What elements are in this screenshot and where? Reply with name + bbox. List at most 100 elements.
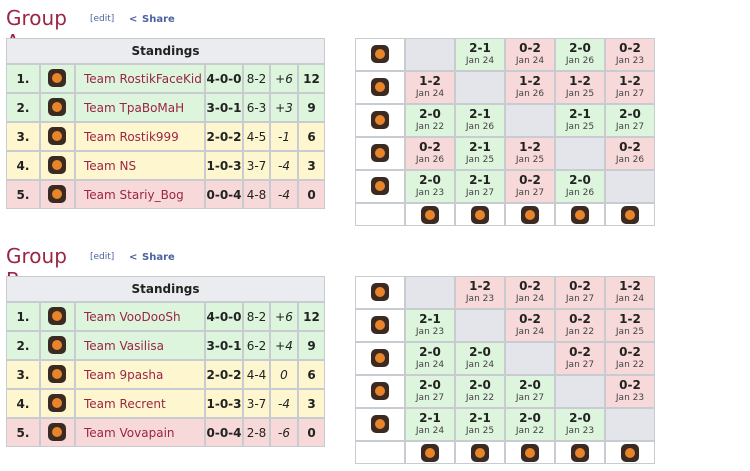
matrix-row-logo-cell <box>355 276 405 309</box>
team-logo <box>371 78 389 96</box>
team-logo <box>48 185 66 203</box>
matrix-cell <box>555 309 605 342</box>
match-score: 2-1 <box>419 312 441 326</box>
standings-diff: +6 <box>270 64 298 93</box>
matrix-cell <box>555 170 605 203</box>
match-score: 2-0 <box>419 107 441 121</box>
match-date: Jan 25 <box>615 327 645 337</box>
match-date: Jan 24 <box>465 360 495 370</box>
standings-team: Team 9pasha <box>75 360 205 389</box>
match-date: Jan 24 <box>515 327 545 337</box>
match-score: 0-2 <box>569 312 591 326</box>
standings-rank: 4. <box>6 389 40 418</box>
match-score: 2-0 <box>569 41 591 55</box>
standings-diff: -4 <box>270 389 298 418</box>
matrix-cell <box>505 71 555 104</box>
matrix-cell <box>605 104 655 137</box>
standings-diff: -4 <box>270 151 298 180</box>
match-date: Jan 23 <box>415 327 445 337</box>
standings-rank: 3. <box>6 122 40 151</box>
match-score: 2-0 <box>469 345 491 359</box>
matrix-diagonal <box>505 104 555 137</box>
matrix-cell <box>605 375 655 408</box>
match-date: Jan 27 <box>465 188 495 198</box>
share-icon: < <box>129 252 138 263</box>
standings-record: 4-0-0 <box>205 64 243 93</box>
standings-diff: +4 <box>270 331 298 360</box>
match-date: Jan 24 <box>515 56 545 66</box>
match-date: Jan 23 <box>415 188 445 198</box>
matrix-cell <box>605 71 655 104</box>
team-logo <box>371 382 389 400</box>
standings-rank: 5. <box>6 180 40 209</box>
match-score: 2-1 <box>469 140 491 154</box>
match-score: 2-0 <box>619 107 641 121</box>
matrix-cell <box>505 276 555 309</box>
match-date: Jan 27 <box>565 294 595 304</box>
match-date: Jan 24 <box>515 294 545 304</box>
matrix-diagonal <box>405 38 455 71</box>
match-score: 2-1 <box>419 411 441 425</box>
match-date: Jan 25 <box>465 426 495 436</box>
team-logo <box>48 98 66 116</box>
matrix-cell <box>505 170 555 203</box>
matrix-cell <box>455 276 505 309</box>
team-logo <box>521 444 539 462</box>
match-date: Jan 27 <box>615 122 645 132</box>
edit-link[interactable]: [edit] <box>90 252 115 262</box>
edit-link[interactable]: [edit] <box>90 14 115 24</box>
share-link[interactable]: Share <box>142 252 175 263</box>
standings-maps: 4-4 <box>243 360 270 389</box>
standings-team: Team TpaBoMaH <box>75 93 205 122</box>
match-score: 1-2 <box>569 74 591 88</box>
matrix-cell <box>455 408 505 441</box>
share-link[interactable]: Share <box>142 14 175 25</box>
matrix-cell <box>405 137 455 170</box>
team-logo <box>621 206 639 224</box>
group-title: Group A <box>6 6 67 54</box>
match-score: 2-1 <box>469 411 491 425</box>
standings-points: 3 <box>298 389 325 418</box>
match-score: 2-0 <box>569 173 591 187</box>
group-title: Group B <box>6 244 67 292</box>
standings-rank: 3. <box>6 360 40 389</box>
match-score: 0-2 <box>519 312 541 326</box>
standings-diff: +3 <box>270 93 298 122</box>
matrix-cell <box>405 342 455 375</box>
matrix-cell <box>405 309 455 342</box>
standings-maps: 6-3 <box>243 93 270 122</box>
standings-record: 1-0-3 <box>205 389 243 418</box>
match-date: Jan 27 <box>515 393 545 403</box>
team-logo-cell <box>40 64 75 93</box>
matrix-col-logo-cell <box>505 441 555 464</box>
match-score: 0-2 <box>419 140 441 154</box>
matrix-col-logo-cell <box>405 203 455 226</box>
matrix-cell <box>605 276 655 309</box>
match-date: Jan 26 <box>415 155 445 165</box>
matrix-diagonal <box>455 309 505 342</box>
match-score: 0-2 <box>619 378 641 392</box>
matrix-cell <box>555 38 605 71</box>
matrix-cell <box>405 408 455 441</box>
match-score: 1-2 <box>619 74 641 88</box>
matrix-col-logo-cell <box>505 203 555 226</box>
match-date: Jan 24 <box>415 360 445 370</box>
match-date: Jan 26 <box>615 155 645 165</box>
standings-maps: 4-5 <box>243 122 270 151</box>
team-logo <box>421 206 439 224</box>
standings-points: 12 <box>298 302 325 331</box>
matrix-cell <box>455 104 505 137</box>
team-logo <box>48 394 66 412</box>
standings-team: Team NS <box>75 151 205 180</box>
match-date: Jan 26 <box>565 56 595 66</box>
standings-maps: 2-8 <box>243 418 270 447</box>
standings-diff: -6 <box>270 418 298 447</box>
matrix-col-logo-cell <box>605 203 655 226</box>
match-score: 2-0 <box>569 411 591 425</box>
match-date: Jan 26 <box>515 89 545 99</box>
standings-diff: -1 <box>270 122 298 151</box>
matrix-row-logo-cell <box>355 375 405 408</box>
standings-maps: 6-2 <box>243 331 270 360</box>
team-logo <box>48 336 66 354</box>
match-score: 1-2 <box>619 279 641 293</box>
